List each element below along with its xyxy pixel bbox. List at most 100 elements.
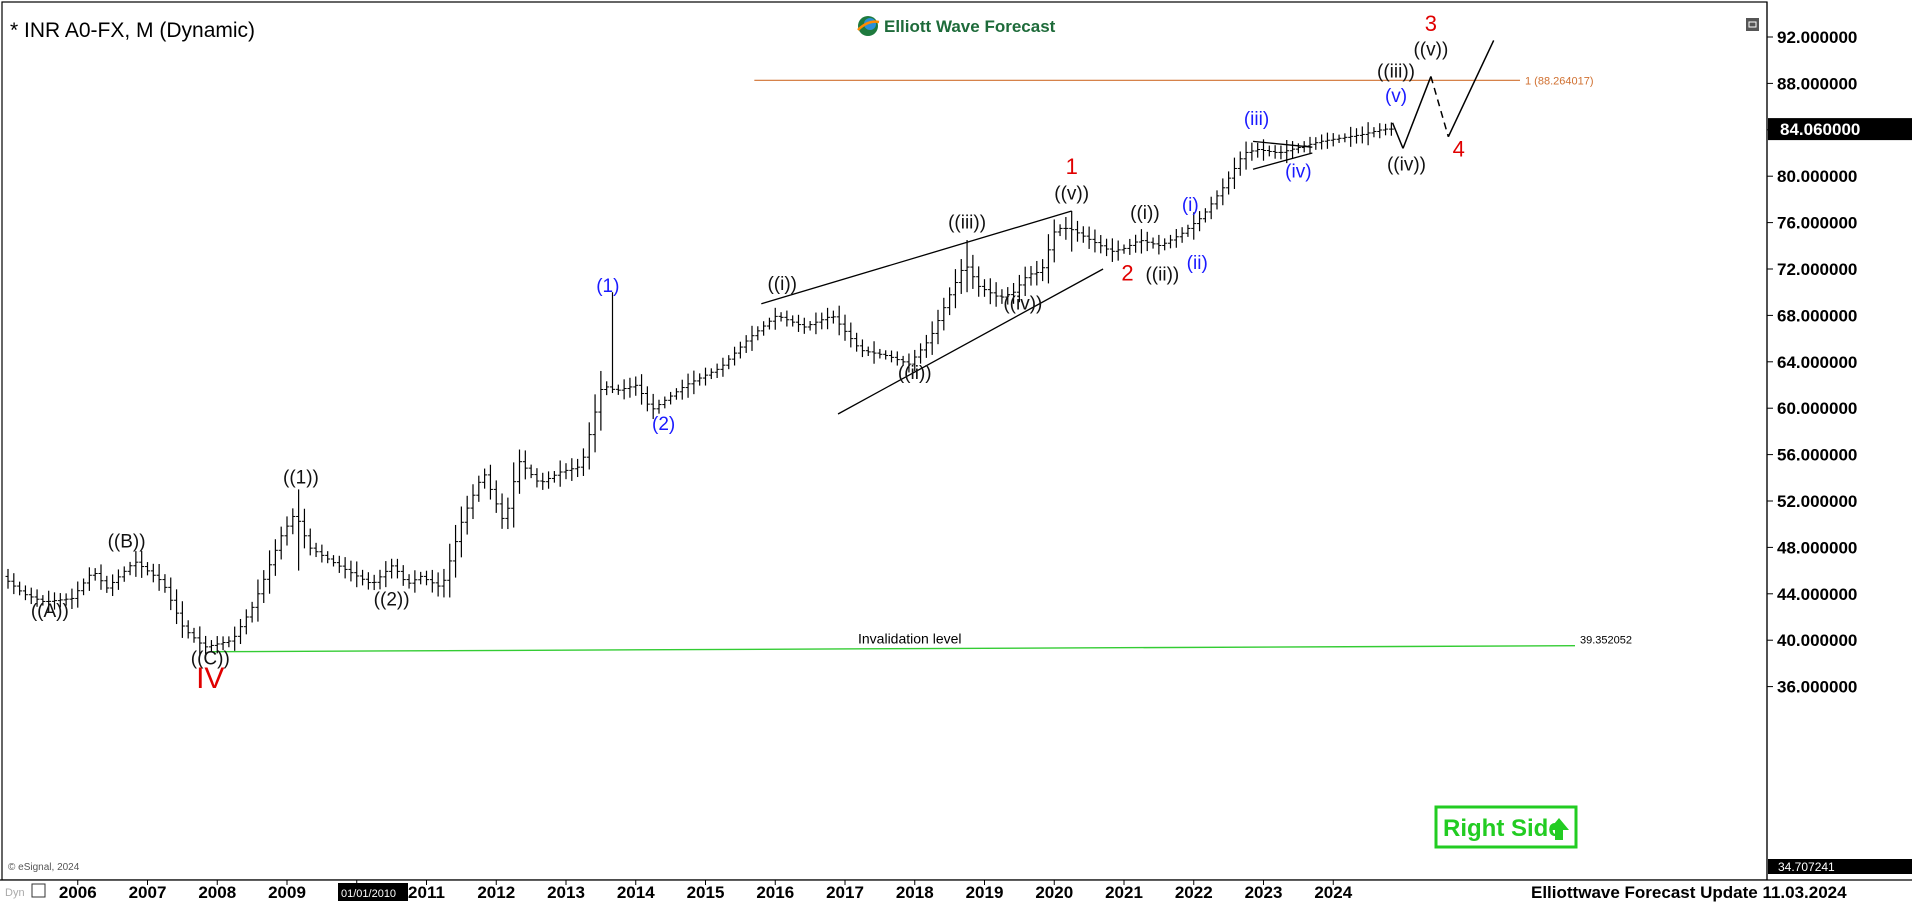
horizontal-levels: 1 (88.264017) Invalidation level 39.352052 [210,75,1632,653]
logo-text: Elliott Wave Forecast [884,17,1056,36]
x-tick-label: 2015 [687,883,725,902]
wave-label: (1) [596,276,619,297]
x-tick-label: 2018 [896,883,934,902]
wave-labels: ((A)) ((B)) ((C))IV ((1)) ((2)) (1) (2) ((i)) ((… [31,11,1465,695]
y-tick-label: 92.000000 [1777,28,1857,47]
low-price-value: 34.707241 [1778,860,1835,874]
corner-square-icon [31,883,46,898]
wave-label: ((iii)) [1377,62,1415,83]
x-tick-label: 2020 [1035,883,1073,902]
wave-label: 2 [1121,261,1133,286]
wave-label: ((A)) [31,601,69,622]
y-tick-label: 44.000000 [1777,585,1857,604]
up-arrow-icon [1549,818,1569,840]
fib-extension-label: 1 (88.264017) [1525,75,1594,87]
y-tick-label: 56.000000 [1777,446,1857,465]
channel-line [1252,140,1313,148]
wave-projection [1391,40,1495,149]
last-price-tag: 84.060000 [1768,118,1912,141]
right-side-badge: Right Side [1434,805,1578,849]
wave-label: IV [196,662,224,695]
x-tick-label: 2012 [477,883,515,902]
x-tick-label: 2023 [1245,883,1283,902]
x-tick-label: 2017 [826,883,864,902]
window-restore-icon[interactable] [1746,18,1759,31]
symbol-title: * INR A0-FX, M (Dynamic) [10,19,255,42]
channel-line [837,268,1104,415]
date-marker-box [338,883,408,901]
y-tick-label: 76.000000 [1777,214,1857,233]
wave-label: (v) [1385,86,1407,107]
channel-line [761,210,1072,305]
wave-label: ((2)) [374,589,410,610]
last-price-value: 84.060000 [1780,120,1860,139]
wave-label: ((iv)) [1003,294,1042,315]
channel-line [1252,152,1313,170]
projection-segment [1391,122,1404,149]
date-marker: 01/01/2010 [341,888,396,900]
x-tick-label: 2021 [1105,883,1143,902]
y-tick-label: 40.000000 [1777,631,1857,650]
x-tick-label: 2006 [59,883,97,902]
y-tick-label: 88.000000 [1777,74,1857,93]
ewf-logo: Elliott Wave Forecast [857,16,1056,36]
chart-frame [1,1,1768,881]
x-tick-label: 2011 [408,883,445,902]
wave-label: (iv) [1285,161,1311,182]
y-tick-label: 60.000000 [1777,399,1857,418]
y-tick-label: 64.000000 [1777,353,1857,372]
wave-label: ((iv)) [1387,154,1426,175]
low-price-box [1768,859,1912,874]
x-tick-label: 2019 [966,883,1004,902]
footer-bar [0,880,1912,909]
x-tick-label: 2008 [198,883,236,902]
y-tick-label: 52.000000 [1777,492,1857,511]
wave-label: (i) [1182,195,1199,216]
wave-label: 4 [1453,136,1465,161]
wave-label: 3 [1425,11,1437,36]
y-tick-label: 36.000000 [1777,678,1857,697]
wave-label: ((i)) [1130,203,1160,224]
wave-label: (2) [652,414,675,435]
y-tick-label: 68.000000 [1777,306,1857,325]
wave-label: ((1)) [283,468,319,489]
x-tick-label: 2022 [1175,883,1213,902]
projection-segment [1430,76,1450,137]
x-tick-label: 2009 [268,883,306,902]
y-tick-label: 72.000000 [1777,260,1857,279]
wave-label: (iii) [1244,109,1269,130]
invalidation-label: Invalidation level [858,631,962,647]
wave-channels [761,140,1313,415]
corner-tag: Dyn [5,887,25,899]
wave-label: (ii) [1187,253,1208,274]
wave-label: ((iii)) [948,212,986,233]
x-tick-label: 2014 [617,883,655,902]
wave-label: ((ii)) [1145,265,1179,286]
last-price-box [1768,118,1912,141]
wave-label: 1 [1066,154,1078,179]
copyright-text: © eSignal, 2024 [8,862,80,873]
update-text: Elliottwave Forecast Update 11.03.2024 [1531,883,1847,902]
projection-segment [1447,40,1495,138]
y-tick-label: 80.000000 [1777,167,1857,186]
x-tick-label: 2016 [756,883,794,902]
wave-label: ((v)) [1054,183,1089,204]
ohlc-bars [5,122,1394,655]
x-tick-label: 2024 [1314,883,1352,902]
x-tick-label: 2007 [129,883,167,902]
invalidation-value: 39.352052 [1580,635,1632,647]
invalidation-line [210,645,1576,653]
wave-label: ((B)) [108,531,146,552]
wave-label: ((v)) [1413,40,1448,61]
x-tick-label: 2013 [547,883,585,902]
right-side-badge-text: Right Side [1443,815,1562,842]
wave-label: ((ii)) [898,363,932,384]
y-tick-label: 48.000000 [1777,538,1857,557]
low-price-tag: 34.707241 [1768,859,1912,874]
wave-label: ((i)) [767,274,797,295]
projection-segment [1402,76,1432,149]
time-axis: 2006 2007 2008 2009 2011 2012 2013 2014 2015 2016… [59,880,1353,902]
logo-swoosh-icon [857,20,880,31]
